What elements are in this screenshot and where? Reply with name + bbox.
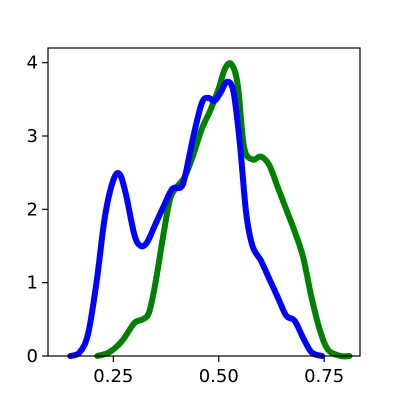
- series-line-blue: [67, 78, 326, 359]
- y-tick-label: 2: [27, 199, 38, 220]
- y-tick-label: 0: [27, 346, 38, 367]
- y-axis-ticks: 0 1 2 3 4: [27, 53, 48, 367]
- y-tick-label: 3: [27, 126, 38, 147]
- x-tick-label: 0.25: [93, 366, 133, 387]
- y-tick-label: 1: [27, 273, 38, 294]
- x-tick-label: 0.75: [304, 366, 344, 387]
- y-tick-label: 4: [27, 53, 38, 74]
- x-axis-ticks: 0.25 0.50 0.75: [93, 356, 344, 387]
- axes-frame: [47, 47, 361, 357]
- series-lines: [67, 60, 353, 360]
- series-line-green: [94, 60, 353, 360]
- x-tick-label: 0.50: [199, 366, 239, 387]
